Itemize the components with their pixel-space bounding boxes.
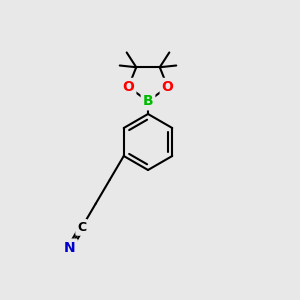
Text: O: O [122,80,134,94]
Text: O: O [162,80,173,94]
Text: B: B [143,94,153,108]
Text: C: C [77,221,86,234]
Text: N: N [64,241,76,255]
